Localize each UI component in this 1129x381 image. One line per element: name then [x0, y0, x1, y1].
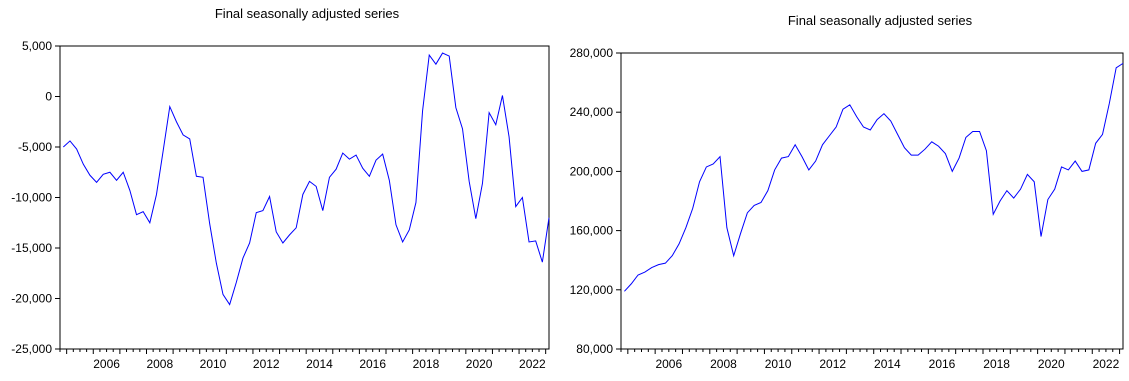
chart-left-x-tick-label: 2014	[306, 357, 333, 371]
chart-right: Final seasonally adjusted series 280,000…	[570, 13, 1124, 371]
chart-right-x-tick-label: 2014	[874, 357, 901, 371]
chart-right-y-tick-label: 160,000	[570, 224, 614, 238]
chart-left-plot-area	[59, 45, 550, 350]
chart-left-ticks	[55, 45, 547, 354]
chart-right-x-tick-label: 2020	[1038, 357, 1065, 371]
chart-left-x-tick-label: 2018	[413, 357, 440, 371]
chart-right-x-tick-label: 2012	[819, 357, 846, 371]
chart-left-x-tick-label: 2020	[466, 357, 493, 371]
chart-right-x-tick-label: 2008	[710, 357, 737, 371]
chart-left-y-tick-label: -20,000	[11, 292, 52, 306]
chart-right-x-tick-label: 2006	[655, 357, 682, 371]
chart-right-series-line	[624, 62, 1124, 292]
chart-left-y-tick-label: 0	[45, 90, 52, 104]
chart-left-x-tick-label: 2016	[359, 357, 386, 371]
chart-right-series	[624, 62, 1124, 292]
chart-right-x-tick-label: 2022	[1093, 357, 1120, 371]
chart-left-x-tick-label: 2012	[253, 357, 280, 371]
chart-left-x-tick-label: 2008	[146, 357, 173, 371]
chart-right-ticks	[616, 52, 1121, 354]
chart-right-tick-labels: 280,000 240,000 200,000 160,000 120,000 80,00…	[570, 46, 1120, 371]
chart-right-x-tick-label: 2010	[765, 357, 792, 371]
chart-left-series-line	[62, 52, 550, 306]
chart-left-y-tick-label: -25,000	[11, 342, 52, 356]
chart-left: Final seasonally adjusted series 5,000 0 -…	[11, 6, 550, 371]
chart-left-x-tick-label: 2006	[93, 357, 120, 371]
chart-left-y-tick-label: -5,000	[18, 140, 52, 154]
chart-left-y-tick-label: -10,000	[11, 191, 52, 205]
chart-left-x-tick-label: 2010	[200, 357, 227, 371]
chart-right-y-tick-label: 240,000	[570, 105, 614, 119]
chart-left-x-tick-label: 2022	[519, 357, 546, 371]
chart-right-x-tick-label: 2018	[983, 357, 1010, 371]
chart-right-x-tick-label: 2016	[929, 357, 956, 371]
chart-left-tick-labels: 5,000 0 -5,000 -10,000 -15,000 -20,000 -25,000…	[11, 39, 546, 371]
chart-right-y-tick-label: 200,000	[570, 164, 614, 178]
chart-left-title: Final seasonally adjusted series	[215, 6, 400, 21]
chart-left-y-tick-label: -15,000	[11, 241, 52, 255]
chart-left-y-tick-label: 5,000	[22, 39, 52, 53]
chart-right-title: Final seasonally adjusted series	[788, 13, 973, 28]
chart-right-y-tick-label: 120,000	[570, 283, 614, 297]
chart-right-plot-area	[620, 52, 1124, 350]
chart-left-series	[62, 52, 550, 306]
chart-right-y-tick-label: 280,000	[570, 46, 614, 60]
chart-right-y-tick-label: 80,000	[576, 342, 613, 356]
